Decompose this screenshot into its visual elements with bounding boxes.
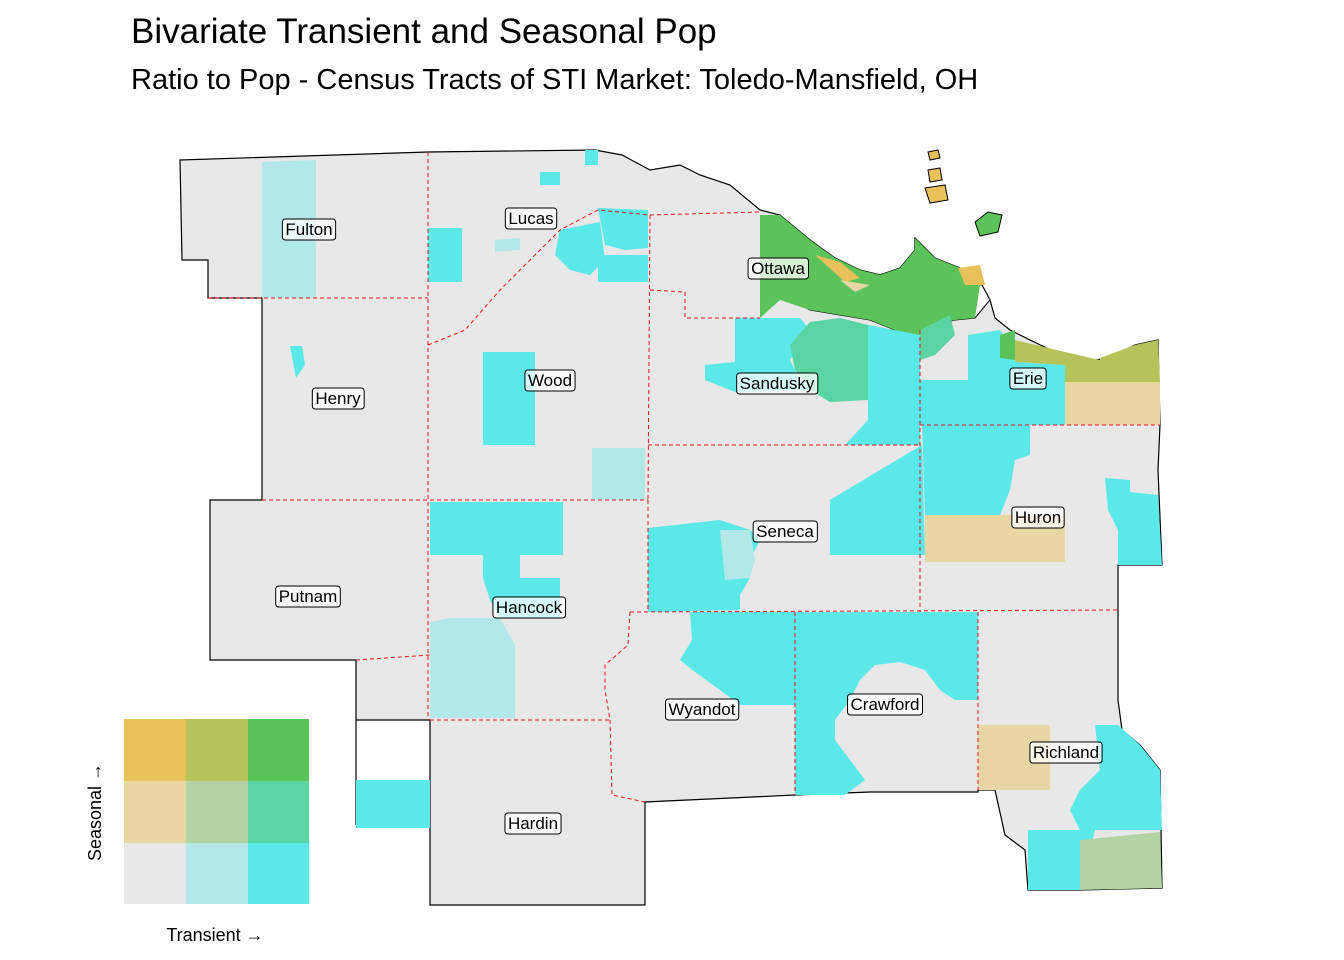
legend-cell-high-seasonal-mid-transient (186, 719, 248, 781)
county-label-box (1009, 367, 1047, 390)
county-label-box (752, 520, 818, 543)
county-label-text: Ottawa (751, 259, 805, 278)
county-label-text: Erie (1013, 369, 1043, 388)
county-label-text: Putnam (279, 587, 338, 606)
county-labels: Fulton Lucas Ottawa Henry Wood Sandusky Erie Hu… (275, 207, 1103, 835)
county-label-text: Henry (315, 389, 361, 408)
map-title: Bivariate Transient and Seasonal Pop (131, 12, 717, 51)
county-label-box (747, 257, 809, 280)
county-label-hancock: Hancock (492, 596, 567, 619)
county-label-erie: Erie (1009, 367, 1047, 390)
county-label-wood: Wood (524, 369, 576, 392)
census-tracts (262, 149, 1162, 890)
legend-x-label: Transient → (166, 925, 263, 945)
county-label-huron: Huron (1011, 506, 1065, 529)
county-label-lucas: Lucas (504, 207, 558, 230)
county-label-box (847, 693, 923, 716)
county-label-box (504, 207, 558, 230)
county-label-box (504, 812, 562, 835)
county-label-box (665, 698, 740, 721)
county-label-wyandot: Wyandot (665, 698, 740, 721)
county-label-text: Wyandot (669, 700, 736, 719)
county-label-box (275, 585, 341, 608)
county-label-text: Lucas (508, 209, 553, 228)
legend-y-label: Seasonal → (85, 763, 105, 861)
county-borders (208, 152, 1160, 803)
county-label-henry: Henry (311, 387, 365, 410)
county-label-hardin: Hardin (504, 812, 562, 835)
county-label-box (524, 369, 576, 392)
county-label-putnam: Putnam (275, 585, 341, 608)
county-label-text: Seneca (756, 522, 814, 541)
county-label-fulton: Fulton (281, 218, 337, 241)
county-label-box (281, 218, 337, 241)
county-label-ottawa: Ottawa (747, 257, 809, 280)
county-label-text: Huron (1015, 508, 1061, 527)
county-label-box (311, 387, 365, 410)
county-label-box (736, 372, 819, 395)
legend-cell-high-seasonal-high-transient (248, 719, 309, 781)
legend-cell-low-seasonal-high-transient (248, 843, 309, 904)
bivariate-legend: Transient → Seasonal → (85, 719, 309, 945)
legend-cell-mid-seasonal-high-transient (248, 781, 309, 843)
county-label-seneca: Seneca (752, 520, 818, 543)
county-label-text: Richland (1033, 743, 1099, 762)
county-label-text: Fulton (285, 220, 332, 239)
county-label-sandusky: Sandusky (736, 372, 819, 395)
legend-cell-high-seasonal-low-transient (124, 719, 186, 781)
legend-cell-mid-seasonal-mid-transient (186, 781, 248, 843)
county-label-text: Crawford (851, 695, 920, 714)
county-label-text: Hancock (496, 598, 563, 617)
map-subtitle: Ratio to Pop - Census Tracts of STI Mark… (131, 64, 979, 96)
county-label-box (492, 596, 567, 619)
county-label-text: Hardin (508, 814, 558, 833)
county-label-box (1029, 741, 1103, 764)
legend-cell-low-seasonal-low-transient (124, 843, 186, 904)
county-label-richland: Richland (1029, 741, 1103, 764)
legend-cell-mid-seasonal-low-transient (124, 781, 186, 843)
county-label-text: Sandusky (740, 374, 815, 393)
legend-cell-low-seasonal-mid-transient (186, 843, 248, 904)
county-label-text: Wood (528, 371, 572, 390)
county-label-box (1011, 506, 1065, 529)
county-label-crawford: Crawford (847, 693, 923, 716)
